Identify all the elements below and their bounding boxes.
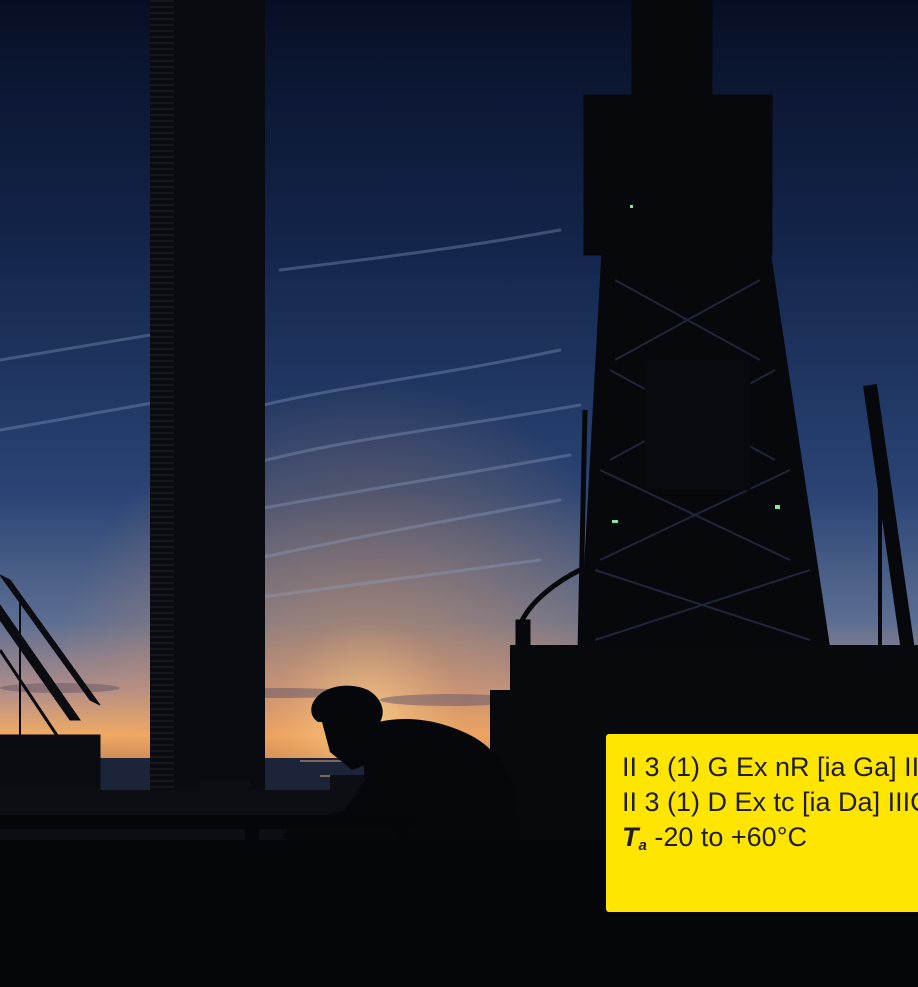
- ta-subscript: a: [638, 837, 647, 854]
- crane-left: [0, 574, 101, 796]
- ex-certification-label: II 3 (1) G Ex nR [ia Ga] IIC T4 Gc II 3 …: [606, 734, 918, 912]
- ta-symbol: T: [622, 822, 639, 852]
- atex-gas-marking: II 3 (1) G Ex nR [ia Ga] IIC T4 Gc: [622, 752, 918, 782]
- derrick-lights: [612, 205, 780, 523]
- atex-dust-marking: II 3 (1) D Ex tc [ia Da] IIIC T80°C Dc: [622, 787, 918, 817]
- ambient-temperature-range: Ta -20 to +60°C: [622, 820, 918, 863]
- ta-range-text: -20 to +60°C: [646, 822, 807, 852]
